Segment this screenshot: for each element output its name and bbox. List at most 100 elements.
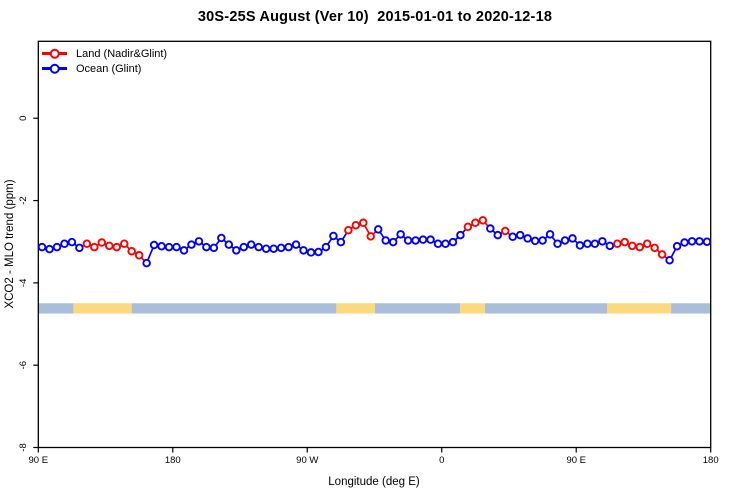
ocean-data-point — [157, 242, 166, 251]
ocean-data-point — [575, 241, 585, 250]
ocean-data-point — [590, 239, 600, 249]
ocean-data-point — [276, 243, 286, 253]
surface-band-segment — [460, 303, 486, 314]
land-data-point — [500, 226, 510, 236]
ocean-data-point — [515, 230, 525, 240]
ocean-data-point — [187, 240, 196, 249]
x-tick-label: 90 W — [296, 455, 318, 466]
x-tick-label: 0 — [439, 455, 444, 466]
legend-label-land: Land (Nadir&Glint) — [76, 47, 168, 60]
land-data-point — [657, 250, 667, 259]
y-axis-title: XCO2 - MLO trend (ppm) — [4, 179, 16, 309]
ocean-data-point — [314, 247, 323, 257]
land-data-point — [112, 242, 121, 252]
x-tick-label: 90 E — [29, 455, 49, 466]
ocean-data-point — [239, 242, 249, 252]
legend-label-ocean: Ocean (Glint) — [76, 62, 142, 75]
ocean-data-point — [373, 225, 383, 234]
ocean-data-point — [269, 244, 278, 253]
land-data-point — [471, 218, 480, 228]
ocean-data-point — [448, 237, 458, 247]
ocean-data-point — [291, 240, 301, 249]
surface-band-segment — [38, 303, 74, 314]
ocean-data-point — [695, 237, 704, 246]
ocean-data-point — [605, 241, 615, 251]
ocean-data-point — [60, 239, 69, 249]
land-data-point — [105, 241, 114, 251]
ocean-data-point — [75, 243, 84, 253]
ocean-data-point — [246, 240, 256, 249]
land-data-point — [628, 241, 637, 251]
land-data-point — [463, 222, 473, 232]
land-data-point — [82, 239, 92, 249]
surface-band-segment — [336, 303, 375, 314]
ocean-data-point — [433, 239, 443, 249]
ocean-data-point — [538, 236, 547, 245]
land-data-point — [620, 237, 630, 247]
ocean-data-point — [284, 242, 293, 252]
ocean-data-point — [202, 242, 211, 252]
ocean-data-point — [149, 240, 159, 250]
ocean-data-point — [52, 242, 62, 252]
ocean-data-point — [530, 236, 540, 246]
surface-band-segment — [671, 303, 711, 314]
ocean-data-point — [388, 237, 398, 247]
x-tick-label: 90 E — [566, 455, 586, 466]
y-tick-label: -8 — [18, 443, 29, 451]
ocean-data-point — [702, 237, 712, 246]
surface-band-segment — [607, 303, 672, 314]
land-data-point — [119, 239, 129, 249]
land-data-point — [613, 239, 622, 249]
ocean-data-point — [209, 243, 219, 253]
ocean-data-point — [456, 230, 465, 240]
land-data-point — [127, 246, 136, 256]
y-tick-label: -2 — [18, 196, 29, 204]
ocean-data-point — [396, 230, 405, 239]
ocean-data-point — [45, 244, 54, 254]
ocean-data-point — [553, 239, 562, 249]
land-data-point — [344, 225, 353, 235]
x-tick-label: 180 — [703, 455, 719, 466]
ocean-data-point — [172, 242, 181, 252]
ocean-data-point — [560, 236, 570, 245]
ocean-series-symbol-icon — [42, 61, 67, 76]
ocean-data-point — [194, 237, 204, 246]
surface-band-segment — [374, 303, 461, 314]
ocean-data-point — [232, 246, 241, 255]
ocean-data-point — [179, 246, 189, 255]
ocean-data-point — [37, 242, 47, 252]
ocean-data-point — [493, 230, 503, 240]
ocean-data-point — [329, 231, 338, 241]
ocean-data-point — [254, 242, 263, 252]
ocean-data-point — [568, 234, 577, 243]
ocean-data-point — [67, 237, 77, 247]
legend-entry-land: Land (Nadir&Glint) — [42, 46, 167, 61]
ocean-data-point — [508, 232, 517, 242]
ocean-data-point — [261, 244, 271, 253]
y-tick-label: -4 — [18, 279, 29, 287]
surface-band-segment — [131, 303, 337, 314]
legend-entry-ocean: Ocean (Glint) — [42, 61, 141, 76]
ocean-data-point — [224, 240, 234, 249]
land-data-point — [97, 238, 107, 247]
ocean-data-point — [426, 235, 435, 244]
plot-box — [37, 40, 712, 449]
ocean-data-point — [403, 236, 413, 245]
land-data-point — [134, 251, 144, 260]
chart-title: 30S-25S August (Ver 10) 2015-01-01 to 20… — [197, 9, 553, 25]
ocean-data-point — [217, 233, 226, 243]
ocean-data-point — [164, 242, 174, 252]
ocean-data-point — [545, 230, 555, 239]
land-data-point — [642, 239, 652, 249]
ocean-data-point — [306, 248, 316, 257]
ocean-data-point — [321, 242, 331, 252]
ocean-data-point — [680, 238, 689, 247]
ocean-data-point — [142, 258, 151, 268]
ocean-data-point — [411, 236, 420, 245]
ocean-data-point — [598, 237, 607, 246]
ocean-data-point — [486, 224, 495, 233]
ocean-data-point — [523, 234, 532, 243]
ocean-data-point — [299, 246, 308, 255]
